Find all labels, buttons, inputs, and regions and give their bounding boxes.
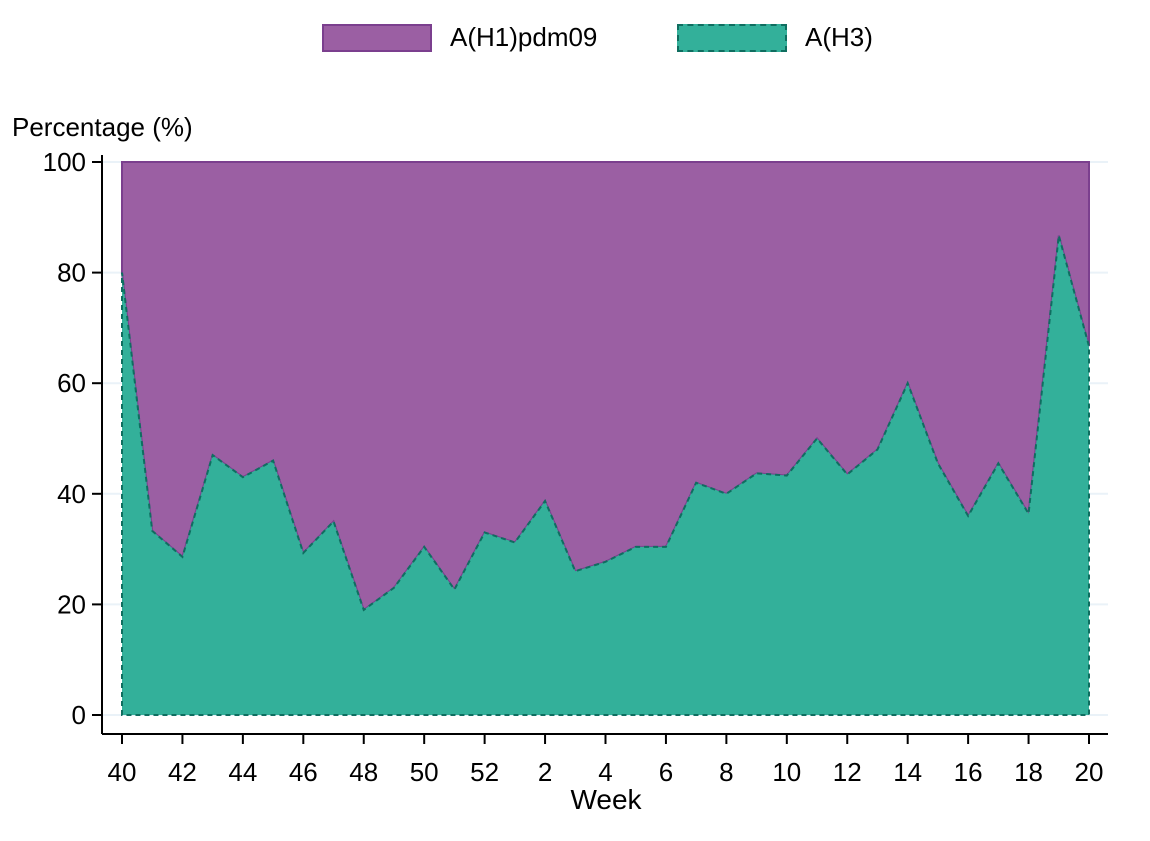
y-tick-label: 80 bbox=[57, 258, 86, 288]
y-axis-title: Percentage (%) bbox=[12, 112, 193, 142]
x-axis-title: Week bbox=[570, 784, 642, 815]
legend-label-h1: A(H1)pdm09 bbox=[450, 22, 598, 52]
x-tick-label: 10 bbox=[772, 757, 801, 787]
x-tick-label: 40 bbox=[108, 757, 137, 787]
x-tick-label: 48 bbox=[349, 757, 378, 787]
x-tick-label: 16 bbox=[954, 757, 983, 787]
x-tick-label: 6 bbox=[659, 757, 673, 787]
legend-swatch-h1 bbox=[322, 23, 432, 52]
y-tick-label: 0 bbox=[72, 700, 86, 730]
y-tick-label: 60 bbox=[57, 368, 86, 398]
y-tick-label: 100 bbox=[43, 147, 86, 177]
y-tick-label: 40 bbox=[57, 479, 86, 509]
x-tick-label: 18 bbox=[1014, 757, 1043, 787]
legend-item-h1: A(H1)pdm09 bbox=[322, 22, 597, 53]
x-tick-label: 14 bbox=[893, 757, 922, 787]
x-tick-label: 12 bbox=[833, 757, 862, 787]
legend-swatch-h3 bbox=[677, 23, 787, 52]
x-tick-label: 52 bbox=[470, 757, 499, 787]
x-tick-label: 50 bbox=[410, 757, 439, 787]
area-h3 bbox=[121, 235, 1090, 716]
x-tick-label: 8 bbox=[719, 757, 733, 787]
x-tick-label: 20 bbox=[1075, 757, 1104, 787]
x-tick-label: 2 bbox=[538, 757, 552, 787]
x-tick-label: 46 bbox=[289, 757, 318, 787]
legend-label-h3: A(H3) bbox=[805, 22, 873, 52]
legend: A(H1)pdm09 A(H3) bbox=[0, 22, 1150, 56]
y-tick-label: 20 bbox=[57, 589, 86, 619]
x-tick-label: 42 bbox=[168, 757, 197, 787]
x-tick-label: 4 bbox=[598, 757, 612, 787]
legend-item-h3: A(H3) bbox=[677, 22, 873, 53]
x-tick-label: 44 bbox=[228, 757, 257, 787]
